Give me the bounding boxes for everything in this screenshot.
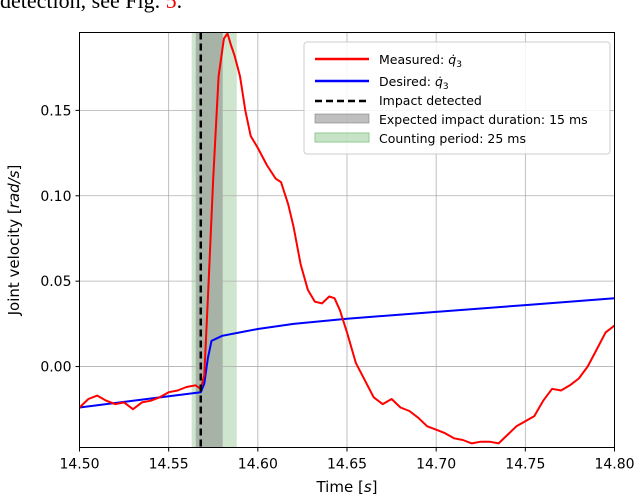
- legend-swatch-expected-duration: [314, 113, 370, 124]
- legend-label-expected-duration: Expected impact duration: 15 ms: [379, 112, 588, 127]
- legend: Measured: q̇3 Desired: q̇3 Impact detect…: [303, 41, 611, 155]
- legend-label-counting-period: Counting period: 25 ms: [379, 131, 526, 146]
- caption-main: detection, see Fig.: [0, 0, 166, 13]
- plot-frame: [79, 32, 615, 448]
- x-tick-label: 14.55: [149, 457, 189, 473]
- y-tick-label: 0.05: [40, 274, 71, 290]
- legend-label-impact: Impact detected: [379, 93, 482, 108]
- x-tick-label: 14.60: [238, 457, 278, 473]
- caption-text: detection, see Fig. 5.: [0, 0, 182, 14]
- x-axis-label: Time [s]: [315, 478, 377, 496]
- measured-velocity-line: [78, 32, 616, 445]
- x-tick-label: 14.80: [594, 457, 634, 473]
- figure-reference-link[interactable]: 5: [165, 0, 177, 13]
- y-tick-label: 0.00: [40, 360, 71, 376]
- x-tick-label: 14.70: [416, 457, 456, 473]
- legend-label-desired: Desired: q̇3: [379, 74, 449, 92]
- x-tick-label: 14.65: [327, 457, 367, 473]
- caption-end: .: [176, 0, 183, 13]
- legend-swatch-counting-period: [314, 132, 370, 143]
- y-axis-label: Joint velocity [rad/s]: [5, 165, 23, 317]
- legend-label-measured: Measured: q̇3: [379, 52, 462, 70]
- y-tick-label: 0.10: [40, 189, 71, 205]
- x-tick-label: 14.50: [59, 457, 99, 473]
- x-tick-label: 14.75: [505, 457, 545, 473]
- y-tick-label: 0.15: [40, 103, 71, 119]
